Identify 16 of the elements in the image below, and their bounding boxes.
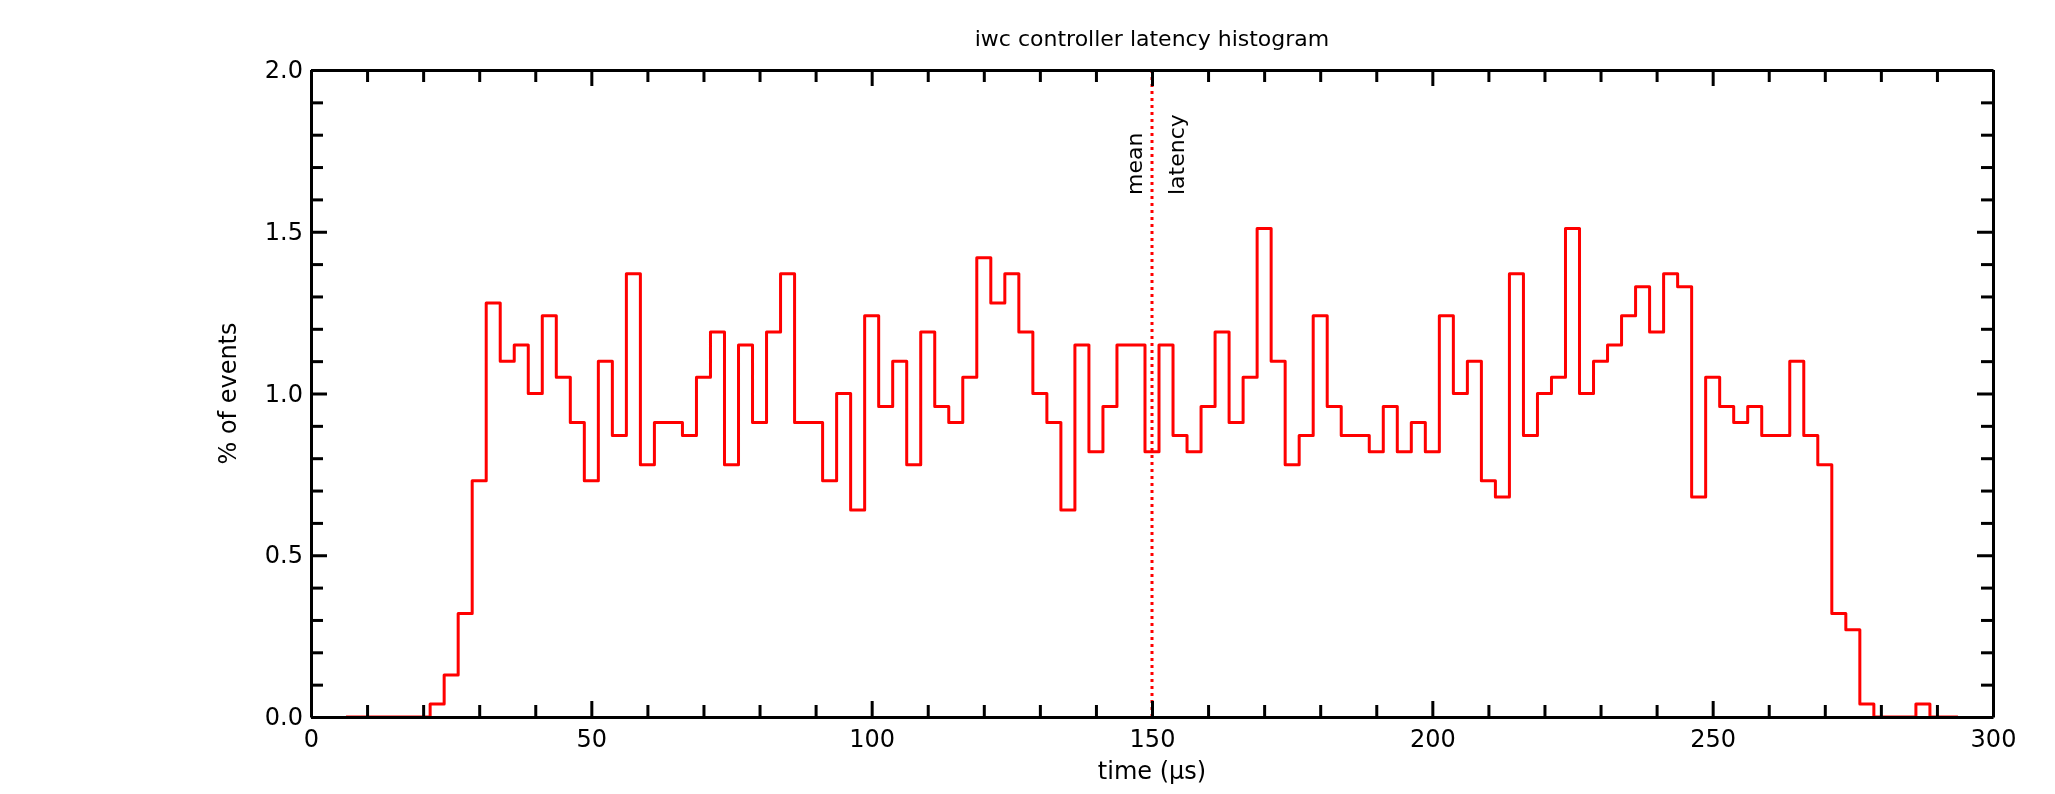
x-axis-title: time (μs)	[1097, 757, 1207, 785]
y-tick-label: 1.5	[264, 217, 303, 246]
x-tick-label: 50	[576, 724, 608, 753]
y-tick-label: 2.0	[264, 56, 303, 85]
x-tick-label: 150	[1129, 724, 1176, 753]
y-axis-title: % of events	[214, 322, 242, 465]
ref-line-label: mean latency	[1122, 114, 1189, 195]
chart-title: iwc controller latency histogram	[974, 26, 1330, 51]
y-tick-label: 1.0	[264, 379, 303, 408]
y-tick-label: 0.0	[264, 703, 303, 732]
x-tick-label: 300	[1970, 724, 2017, 753]
x-tick-label: 100	[849, 724, 896, 753]
x-tick-label: 200	[1409, 724, 1456, 753]
y-tick-label: 0.5	[264, 541, 303, 570]
x-tick-label: 250	[1690, 724, 1737, 753]
x-tick-label: 0	[303, 724, 320, 753]
